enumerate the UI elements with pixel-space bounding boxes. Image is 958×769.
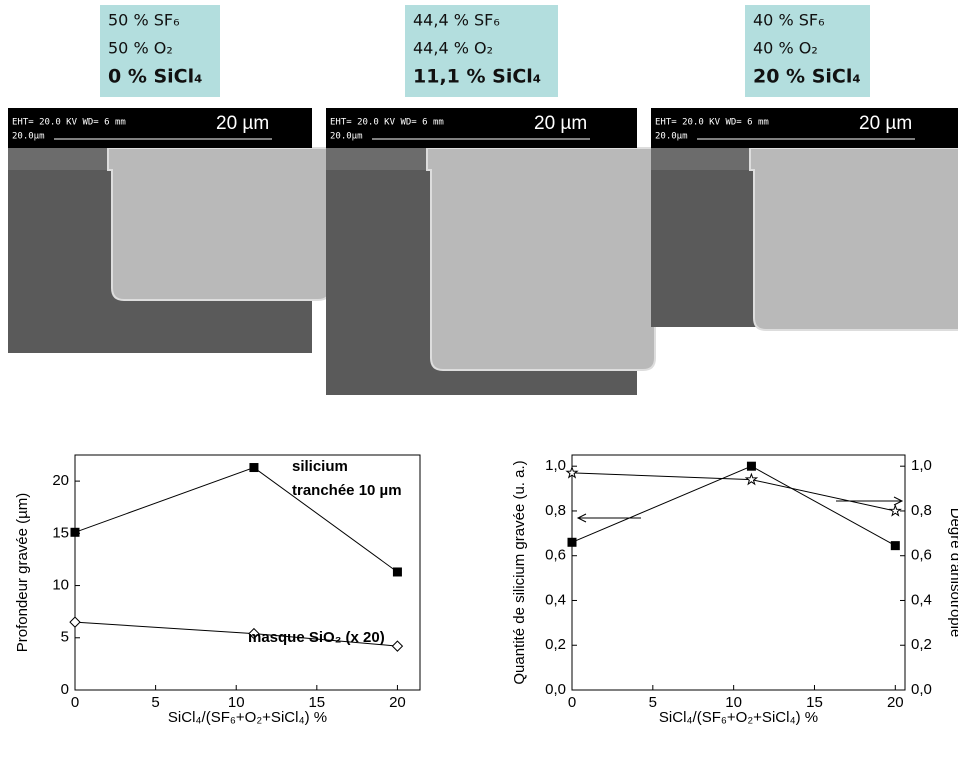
marker [391, 640, 404, 652]
x-tick-label: 20 [887, 694, 904, 711]
y-axis-label: Quantité de silicium gravée (u. a.) [511, 460, 528, 684]
y-tick-label: 0,2 [545, 636, 566, 653]
y-tick-label: 1,0 [545, 457, 566, 474]
panel-label: 50 % SF₆ [108, 11, 180, 30]
annotation: tranchée 10 µm [292, 482, 402, 499]
panel-label: 50 % O₂ [108, 39, 173, 58]
y-tick-label: 0,0 [911, 681, 932, 698]
sem-bar-label: 20 µm [216, 113, 269, 134]
y-tick-label: 20 [52, 472, 69, 489]
marker [565, 465, 579, 479]
y-tick-label: 0,4 [545, 591, 566, 608]
marker [69, 616, 81, 628]
x-axis-label: SiCl₄/(SF₆+O₂+SiCl₄) % [168, 709, 327, 726]
marker [890, 541, 900, 551]
panel-label: 0 % SiCl₄ [108, 66, 202, 88]
sem-header [651, 108, 958, 148]
y-axis-label: Profondeur gravée (µm) [14, 493, 31, 653]
x-tick-label: 0 [568, 694, 576, 711]
y-tick-label: 0 [61, 681, 69, 698]
y-tick-label: 10 [52, 577, 69, 594]
y-tick-label: 0,6 [911, 547, 932, 564]
y-tick-label: 1,0 [911, 457, 932, 474]
y-tick-label: 0,4 [911, 591, 932, 608]
sem-trench [426, 147, 660, 371]
plot-frame [571, 454, 906, 691]
sem-header [8, 108, 312, 148]
x-tick-label: 5 [151, 694, 159, 711]
x-tick-label: 20 [389, 694, 406, 711]
x-tick-label: 0 [71, 694, 79, 711]
sem-info: EHT= 20.0 KV WD= 6 mm [12, 118, 126, 128]
y-tick-label: 0,8 [911, 502, 932, 519]
arrow [836, 496, 904, 506]
x-tick-label: 15 [308, 694, 325, 711]
y-tick-label: 0,0 [545, 681, 566, 698]
x-tick-label: 10 [725, 694, 742, 711]
y-tick-label: 0,8 [545, 502, 566, 519]
sem-bar-label: 20 µm [859, 113, 912, 134]
panel-label: 40 % SF₆ [753, 11, 825, 30]
marker [888, 503, 902, 517]
marker [392, 567, 402, 577]
x-tick-label: 10 [228, 694, 245, 711]
sem-bar-label: 20 µm [534, 113, 587, 134]
arrow [576, 513, 641, 523]
y-tick-label: 0,6 [545, 547, 566, 564]
y-tick-label: 15 [52, 524, 69, 541]
panel-label: 40 % O₂ [753, 39, 818, 58]
marker [567, 537, 577, 547]
x-tick-label: 15 [806, 694, 823, 711]
label-box [100, 5, 220, 97]
x-tick-label: 5 [649, 694, 657, 711]
plot-frame [74, 454, 421, 691]
sem-scale: 20.0µm [655, 132, 688, 142]
marker [744, 472, 759, 486]
marker [70, 527, 80, 537]
marker [249, 463, 259, 473]
sem-info: EHT= 20.0 KV WD= 6 mm [655, 118, 769, 128]
sem-trench [749, 147, 958, 331]
x-axis-label: SiCl₄/(SF₆+O₂+SiCl₄) % [659, 709, 818, 726]
label-box [405, 5, 558, 97]
y2-axis-label: Degré d'anisotropie [947, 508, 958, 638]
sem-scale: 20.0µm [330, 132, 363, 142]
series-line [571, 472, 896, 512]
marker [248, 627, 260, 640]
panel-label: 44,4 % SF₆ [413, 11, 500, 30]
panel-label: 11,1 % SiCl₄ [413, 66, 541, 88]
sem-scale: 20.0µm [12, 132, 45, 142]
sem-trench [107, 147, 335, 301]
sem-header [326, 108, 637, 148]
y-tick-label: 0,2 [911, 636, 932, 653]
series-line [571, 465, 896, 547]
annotation: masque SiO₂ (x 20) [248, 629, 385, 646]
annotation: silicium [292, 458, 348, 475]
panel-label: 44,4 % O₂ [413, 39, 493, 58]
y-tick-label: 5 [61, 629, 69, 646]
label-box [745, 5, 870, 97]
panel-label: 20 % SiCl₄ [753, 66, 861, 88]
marker [746, 461, 756, 471]
sem-info: EHT= 20.0 KV WD= 6 mm [330, 118, 444, 128]
